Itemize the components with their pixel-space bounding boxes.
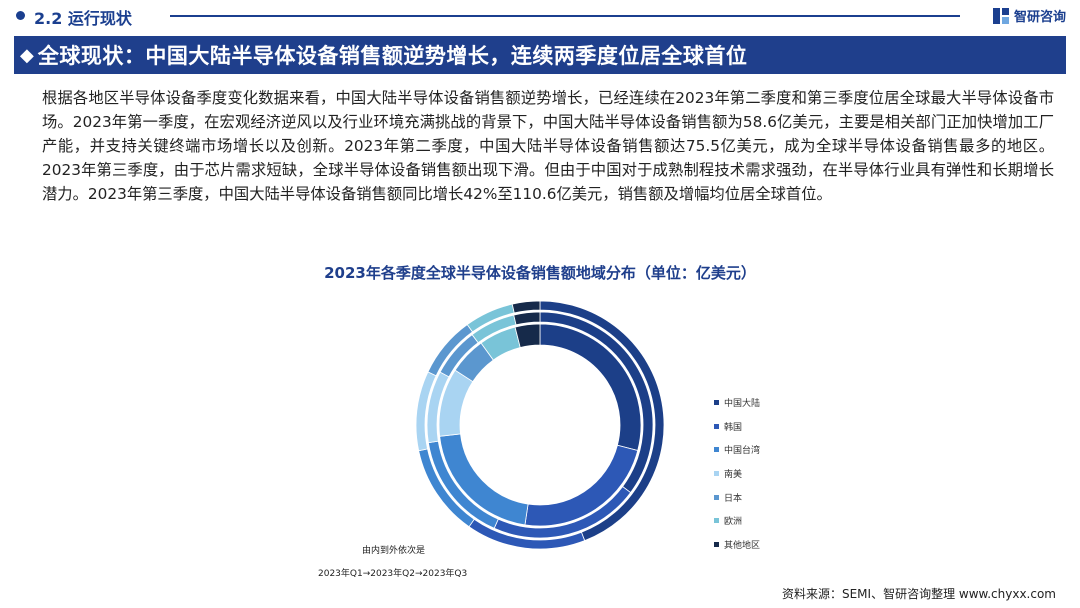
brand: 智研咨询 bbox=[992, 6, 1066, 25]
chart-title: 2023年各季度全球半导体设备销售额地域分布（单位：亿美元） bbox=[324, 264, 756, 282]
donut-slice-3-7 bbox=[511, 300, 541, 314]
legend-label: 其他地区 bbox=[724, 540, 761, 551]
legend-label: 日本 bbox=[724, 493, 743, 504]
headline-banner: ◆ 全球现状：中国大陆半导体设备销售额逆势增长，连续两季度位居全球首位 bbox=[14, 36, 1066, 74]
top-bar: 2.2 运行现状 智研咨询 bbox=[0, 0, 1080, 30]
legend-item: 中国台湾 bbox=[714, 438, 760, 462]
section-bullet-icon bbox=[16, 11, 25, 20]
source-note: 资料来源：SEMI、智研咨询整理 www.chyxx.com bbox=[781, 587, 1056, 601]
legend-label: 中国台湾 bbox=[724, 446, 761, 457]
legend-label: 欧洲 bbox=[724, 517, 743, 528]
legend-label: 韩国 bbox=[724, 422, 743, 433]
brand-name: 智研咨询 bbox=[1013, 10, 1066, 25]
donut-slice-2-7 bbox=[513, 311, 541, 326]
legend-item: 其他地区 bbox=[714, 533, 760, 557]
donut-slice-1-7 bbox=[514, 323, 541, 348]
legend-swatch bbox=[714, 471, 719, 477]
headline-title: 全球现状：中国大陆半导体设备销售额逆势增长，连续两季度位居全球首位 bbox=[37, 44, 748, 68]
legend-item: 南美 bbox=[714, 462, 760, 486]
legend-item: 日本 bbox=[714, 485, 760, 509]
section-title: 2.2 运行现状 bbox=[34, 9, 132, 28]
header-divider bbox=[170, 15, 960, 17]
chart-legend: 中国大陆韩国中国台湾南美日本欧洲其他地区 bbox=[714, 391, 760, 556]
legend-item: 中国大陆 bbox=[714, 391, 760, 415]
diamond-icon: ◆ bbox=[20, 44, 34, 66]
legend-swatch bbox=[714, 541, 719, 547]
brand-logo-icon bbox=[992, 7, 1009, 24]
ring-order-sequence: 2023年Q1→2023年Q2→2023年Q3 bbox=[318, 569, 468, 579]
legend-item: 韩国 bbox=[714, 415, 760, 439]
legend-swatch bbox=[714, 447, 719, 453]
legend-label: 中国大陆 bbox=[724, 399, 761, 410]
legend-swatch bbox=[714, 400, 719, 406]
legend-swatch bbox=[714, 518, 719, 524]
body-paragraph: 根据各地区半导体设备季度变化数据来看，中国大陆半导体设备销售额逆势增长，已经连续… bbox=[42, 89, 1054, 203]
ring-order-note: 由内到外依次是 bbox=[362, 546, 426, 556]
legend-swatch bbox=[714, 423, 719, 429]
legend-label: 南美 bbox=[724, 470, 743, 481]
legend-item: 欧洲 bbox=[714, 509, 760, 533]
legend-swatch bbox=[714, 494, 719, 500]
